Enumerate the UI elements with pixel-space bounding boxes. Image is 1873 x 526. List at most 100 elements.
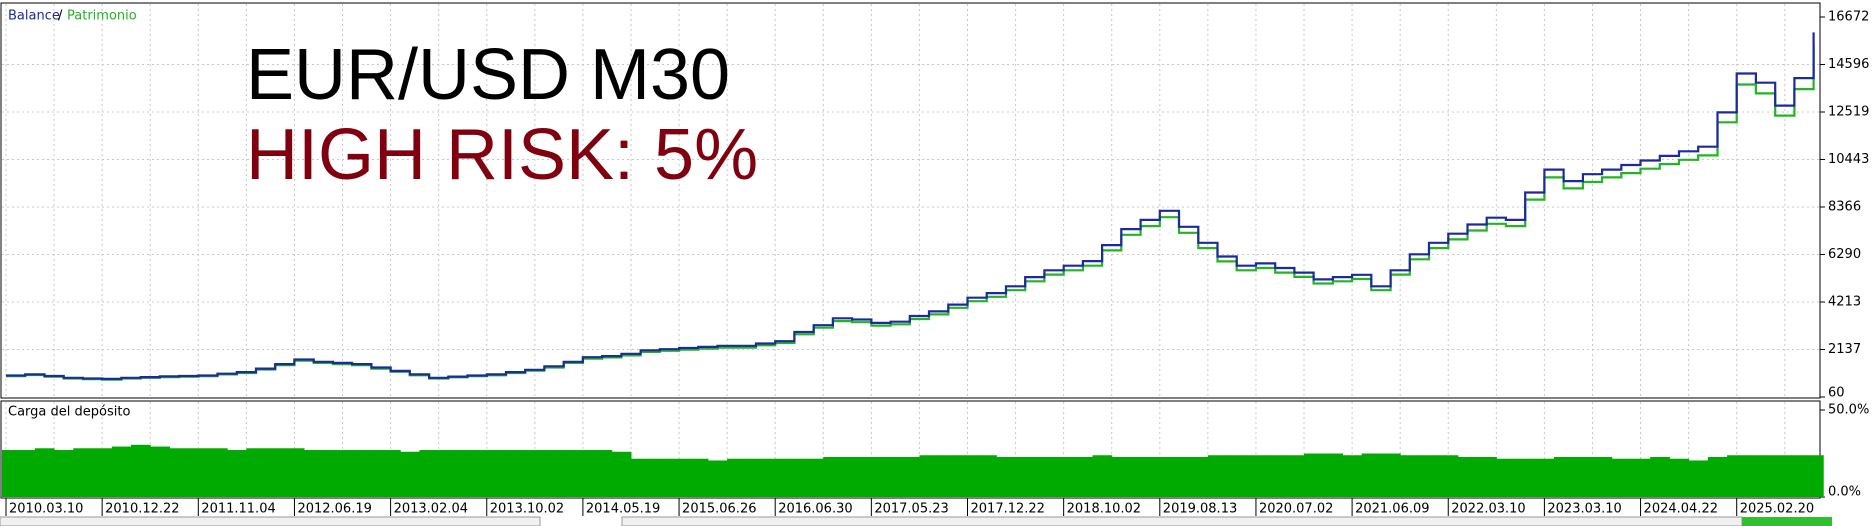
- bar: [669, 458, 690, 497]
- bar: [227, 450, 247, 497]
- bar: [1034, 456, 1055, 497]
- bar: [1284, 455, 1305, 497]
- bar: [1419, 455, 1440, 497]
- main-panel: [0, 2, 1821, 399]
- bar: [1323, 453, 1343, 497]
- bar: [1342, 455, 1363, 497]
- bar: [1150, 456, 1170, 497]
- x-tick-label: 2022.03.10: [1451, 502, 1525, 517]
- legend-balance: Balance: [8, 9, 60, 24]
- bar: [111, 446, 132, 497]
- grid: [2, 4, 1825, 516]
- bar: [1015, 456, 1036, 497]
- bar: [880, 456, 901, 497]
- bar: [284, 448, 305, 497]
- y-tick-label: 10443: [1828, 152, 1869, 167]
- bar: [1207, 455, 1228, 497]
- x-tick-label: 2016.06.30: [778, 502, 852, 517]
- x-tick-label: 2013.10.02: [490, 502, 564, 517]
- bar: [938, 455, 959, 497]
- bar: [1438, 455, 1459, 497]
- bar: [265, 448, 286, 497]
- bar: [188, 448, 209, 497]
- bar: [54, 450, 74, 497]
- y-tick-label: 4213: [1828, 295, 1861, 310]
- bar: [400, 451, 420, 497]
- bar: [1265, 455, 1286, 497]
- bar: [304, 450, 324, 497]
- bar: [919, 455, 940, 497]
- x-tick-label: 2013.02.04: [394, 502, 468, 517]
- bar: [1496, 458, 1517, 497]
- bar: [73, 448, 94, 497]
- bar: [419, 450, 440, 497]
- x-tick-label: 2011.11.04: [201, 502, 275, 517]
- bar: [2, 450, 17, 497]
- x-tick-label: 2017.12.22: [971, 502, 1045, 517]
- bar: [1304, 453, 1324, 497]
- bar: [1727, 455, 1747, 497]
- bar: [1515, 458, 1536, 497]
- bar: [92, 448, 113, 497]
- y-tick-label: 2137: [1828, 342, 1861, 357]
- x-tick-label: 2025.02.20: [1740, 502, 1814, 517]
- x-tick-label: 2018.10.02: [1067, 502, 1141, 517]
- tab-strip: [621, 516, 1743, 526]
- bar: [823, 456, 844, 497]
- bar: [1111, 456, 1132, 497]
- y-tick-label: 50.0%: [1828, 403, 1869, 418]
- bar: [1573, 456, 1593, 497]
- x-tick-label: 2010.12.22: [105, 502, 179, 517]
- bar: [1630, 458, 1651, 497]
- bar: [804, 458, 824, 497]
- bar: [688, 458, 709, 497]
- bar: [477, 450, 497, 497]
- bar: [1804, 455, 1824, 497]
- bar: [900, 456, 920, 497]
- bar: [977, 455, 997, 497]
- bar: [1457, 456, 1478, 497]
- bar: [1669, 458, 1690, 497]
- bar: [34, 448, 55, 497]
- bar: [1534, 458, 1555, 497]
- x-tick-label: 2023.03.10: [1547, 502, 1621, 517]
- y-tick-label: 6290: [1828, 247, 1861, 262]
- bar: [438, 450, 459, 497]
- bar: [1380, 453, 1401, 497]
- bar: [457, 450, 478, 497]
- bar: [1400, 455, 1420, 497]
- marks: [2, 32, 1824, 497]
- legend-sep: /: [58, 9, 63, 24]
- bar: [554, 450, 574, 497]
- y-tick-label: 0.0%: [1828, 485, 1861, 500]
- x-tick-label: 2020.07.02: [1259, 502, 1333, 517]
- bar: [361, 450, 382, 497]
- x-tick-label: 2024.04.22: [1644, 502, 1718, 517]
- bar: [592, 450, 613, 497]
- x-tick-label: 2010.03.10: [9, 502, 83, 517]
- bar: [1130, 456, 1151, 497]
- bar: [746, 458, 767, 497]
- y-tick-label: 14596: [1828, 57, 1869, 72]
- bar: [861, 456, 882, 497]
- x-tick-label: 2014.05.19: [586, 502, 660, 517]
- bar: [1650, 456, 1670, 497]
- y-tick-label: 60: [1828, 386, 1845, 401]
- bar: [130, 444, 151, 497]
- bar: [1688, 460, 1709, 497]
- bar: [1073, 456, 1093, 497]
- bar: [784, 458, 805, 497]
- bar: [1188, 456, 1209, 497]
- bar: [1746, 455, 1767, 497]
- bar: [1765, 455, 1786, 497]
- annotation: HIGH RISK: 5%: [246, 115, 758, 195]
- x-tick-label: 2019.08.13: [1163, 502, 1237, 517]
- bar: [727, 458, 747, 497]
- x-tick-label: 2015.06.26: [682, 502, 756, 517]
- bar: [1227, 455, 1247, 497]
- bar: [1246, 455, 1267, 497]
- bar: [573, 450, 594, 497]
- panel-title: Carga del depósito: [8, 405, 130, 420]
- bar: [650, 458, 670, 497]
- bar: [1054, 456, 1074, 497]
